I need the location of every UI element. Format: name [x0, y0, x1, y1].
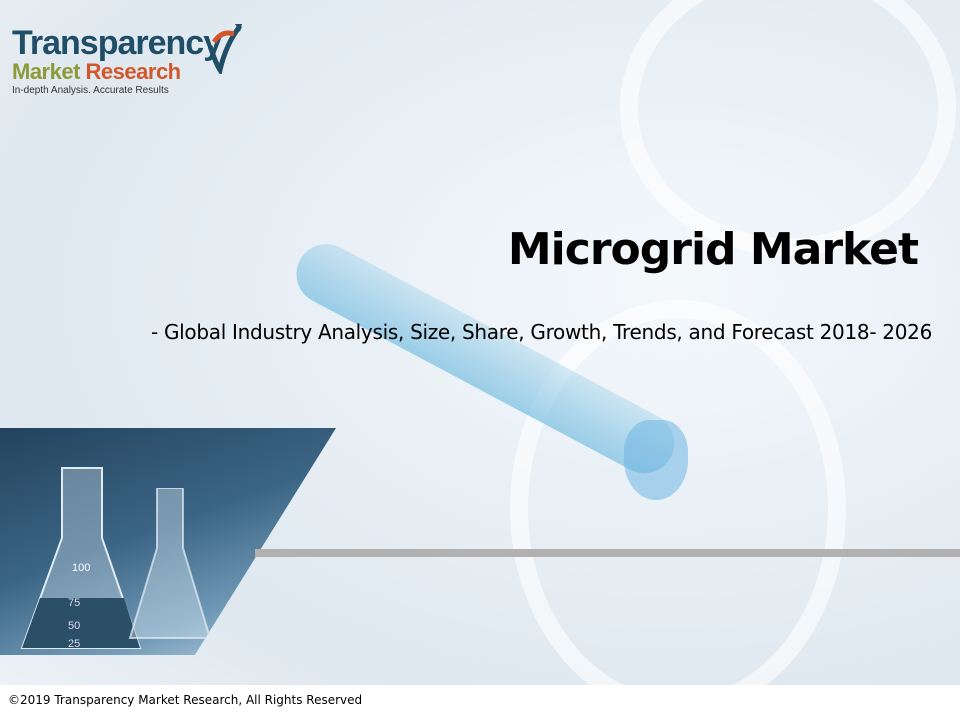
copyright-text: ©2019 Transparency Market Research, All …	[8, 693, 363, 707]
page-title: Microgrid Market	[507, 224, 919, 275]
page-subtitle: - Global Industry Analysis, Size, Share,…	[151, 320, 932, 344]
checkmark-logo-icon	[208, 24, 242, 74]
flask-mark-75: 75	[68, 597, 80, 609]
flask-mark-25: 25	[68, 638, 80, 650]
flask-mark-100: 100	[72, 562, 90, 574]
background-glass-1	[620, 0, 956, 256]
lab-flask-photo: 100 75 50 25	[0, 428, 336, 655]
flask-icon: 100 75 50 25	[20, 467, 142, 650]
company-logo: Transparency Market Research In-depth An…	[12, 24, 242, 96]
flask-icon-background	[128, 488, 212, 639]
divider-bar	[255, 549, 960, 557]
flask-mark-50: 50	[68, 620, 80, 632]
logo-tagline: In-depth Analysis. Accurate Results	[12, 85, 169, 96]
background-drop	[624, 420, 688, 500]
logo-line2: Market Research	[12, 59, 181, 84]
background-glass-2	[510, 300, 846, 716]
logo-line1: Transparency	[12, 24, 222, 62]
footer: ©2019 Transparency Market Research, All …	[0, 685, 960, 720]
